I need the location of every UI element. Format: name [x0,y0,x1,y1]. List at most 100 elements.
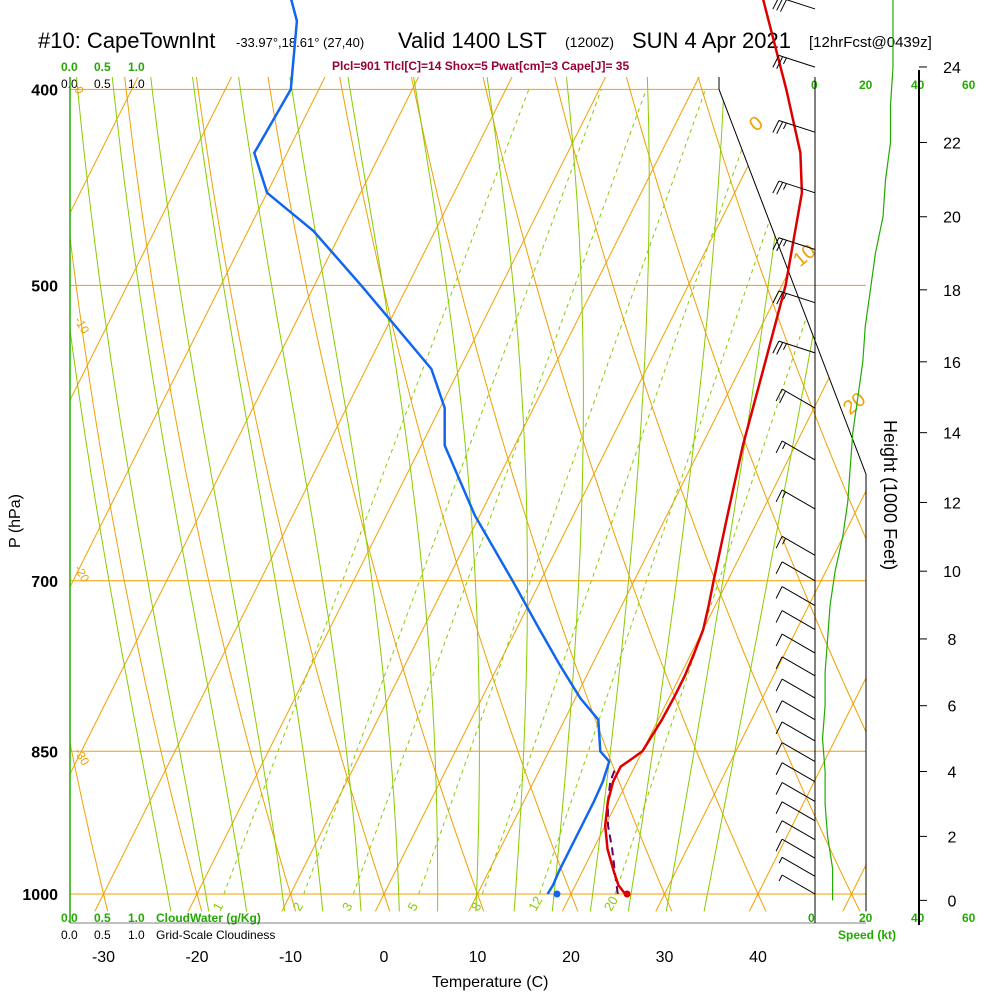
isotherm-line [70,77,451,912]
x-tick-label: 20 [562,949,580,966]
isotherm-line [70,77,170,912]
moist-adiabat-line [83,77,251,912]
height-tick-label: 10 [943,564,961,581]
wind-barb [772,180,816,195]
wind-barb-half-feather [778,874,783,882]
moist-adiabat-line [698,77,866,912]
temperature-surface-marker [623,890,631,898]
x-tick-label: 0 [380,949,389,966]
mixing-ratio-lines [223,89,866,895]
isotherm-left-label: -20 [71,563,92,585]
station-coords: -33.97°,18.61° (27,40) [236,35,364,50]
mixing-ratio-line [418,89,706,895]
wind-barb-shaft [781,440,816,461]
wind-barb-shaft [778,119,816,133]
height-tick-label: 2 [948,829,957,846]
height-tick-labels: 02468101214161820222426283032 [919,0,961,910]
mixing-ratio-line [352,89,647,895]
wind-barb-feather [775,820,783,833]
wind-barb [775,838,816,859]
dry-adiabat-line [279,77,589,912]
plot-frame [69,70,920,925]
moist-adiabat-line [504,77,584,912]
wind-barb-shaft [778,340,816,354]
mixing-ratio-label: 2 [289,900,306,914]
isotherm-label: 0 [745,112,768,136]
moist-adiabat-line [420,77,528,912]
wind-barb-shaft [781,856,816,877]
wind-barb [775,388,816,409]
wind-barbs [772,0,816,895]
speed-bottom-0: 0 [808,911,815,925]
wind-barb-shaft [781,838,816,859]
mixing-ratio-label: 20 [601,893,621,913]
parcel-line [606,766,619,895]
x-tick-labels: -30 -20 -10 0 10 20 30 40 [92,949,767,966]
isotherm-line [70,77,638,912]
isotherm-line [268,77,866,912]
moist-adiabat-line [193,77,364,912]
wind-barb-shaft [778,290,816,304]
station-title: #10: CapeTownInt [38,28,215,53]
pressure-tick-labels: 2503004005007008501000 [22,82,58,904]
speed-bottom-40: 40 [911,911,925,925]
wind-barb-shaft [781,801,816,822]
mixing-ratio-line [223,89,530,895]
wind-barb-shaft [781,561,816,582]
isobars [70,88,866,895]
isotherm-line [70,77,544,912]
wind-barb-shaft [781,610,816,631]
speed-top-60: 60 [962,78,976,92]
isotherm-line [362,77,866,912]
speed-label: Speed (kt) [838,928,896,942]
dry-adiabat-line [70,77,115,912]
height-tick-label: 24 [943,60,961,77]
wind-barb-half-feather [782,538,787,545]
dry-adiabat-line [465,77,866,912]
mixing-ratio-line [481,89,764,895]
wind-barb-feather [776,238,784,252]
wind-barb-feather [775,742,783,755]
wind-barb-feather [775,782,783,795]
cloudwater-label: CloudWater (g/Kg) [156,911,261,925]
cloudiness-label: Grid-Scale Cloudiness [156,928,275,942]
moist-adiabats [70,77,866,912]
wind-barb-half-feather [783,239,787,247]
height-tick-label: 22 [943,135,961,152]
date-label: SUN 4 Apr 2021 [632,28,791,53]
wind-barb-feather [775,656,783,670]
wind-barb [778,874,816,895]
wind-barb-half-feather [782,491,787,499]
speed-top-20: 20 [859,78,873,92]
wind-barb-feather [776,121,784,134]
moist-adiabat-line [661,77,823,912]
wind-barb [775,535,816,556]
wind-barb-shaft [781,656,816,677]
mixing-ratio-line [539,89,815,895]
temperature-line [603,0,804,895]
wind-barb-feather [775,610,783,623]
dewpoint-surface-marker [553,890,561,898]
top-cloudiness-05: 0.5 [94,77,111,91]
wind-barb-shaft [778,180,816,194]
height-tick-label: 0 [948,893,957,910]
y-axis-label: P (hPa) [7,494,24,548]
moist-adiabat-line [70,77,214,912]
wind-barb [775,610,816,631]
wind-barb [775,782,816,802]
mixing-ratio-label: 12 [525,893,545,913]
wind-barb-feather [775,838,783,852]
isotherm-line [549,77,866,912]
wind-barb-feather [775,561,783,575]
zulu-time: (1200Z) [565,34,614,50]
wind-barb-feather [775,440,783,454]
height-tick-label: 4 [948,764,957,781]
pressure-tick-label: 400 [31,82,58,99]
wind-barb-feather [776,182,784,195]
wind-barb-feather [776,0,783,11]
dewpoint-line [252,0,611,895]
x-tick-label: -20 [185,949,208,966]
sounding-series [252,0,804,898]
wind-barb-feather [780,0,787,12]
wind-speed-profile [821,0,894,901]
